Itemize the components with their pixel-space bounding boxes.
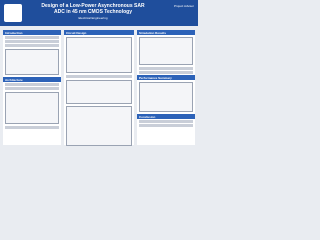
- subtitle: Electrical Engineering: [78, 16, 108, 20]
- text-block: [139, 67, 193, 70]
- column: Simulation Results Performance Summary C…: [137, 30, 195, 145]
- section-heading: Performance Summary: [137, 75, 195, 80]
- poster: Design of a Low-Power Asynchronous SAR A…: [0, 0, 198, 149]
- advisor: Project Advisor: [173, 4, 194, 8]
- text-block: [139, 120, 193, 123]
- text-block: [139, 124, 193, 127]
- text-block: [5, 40, 59, 43]
- text-block: [5, 83, 59, 86]
- column: Introduction Architecture: [3, 30, 61, 145]
- text-block: [139, 71, 193, 74]
- title: Design of a Low-Power Asynchronous SAR A…: [41, 3, 145, 15]
- header: Design of a Low-Power Asynchronous SAR A…: [0, 0, 198, 26]
- text-block: [66, 75, 132, 78]
- figure: [139, 37, 193, 65]
- text-block: [5, 36, 59, 39]
- table: [139, 82, 193, 112]
- section-heading: Simulation Results: [137, 30, 195, 35]
- section-heading: Introduction: [3, 30, 61, 35]
- figure: [5, 49, 59, 75]
- column: Circuit Design: [64, 30, 134, 146]
- figure: [5, 92, 59, 124]
- section-heading: Circuit Design: [64, 30, 134, 35]
- section-heading: Architecture: [3, 77, 61, 82]
- text-block: [5, 44, 59, 47]
- text-block: [5, 87, 59, 90]
- figure: [66, 37, 132, 73]
- figure: [66, 80, 132, 104]
- logo: [4, 4, 22, 22]
- text-block: [5, 126, 59, 129]
- figure: [66, 106, 132, 146]
- section-heading: Conclusion: [137, 114, 195, 119]
